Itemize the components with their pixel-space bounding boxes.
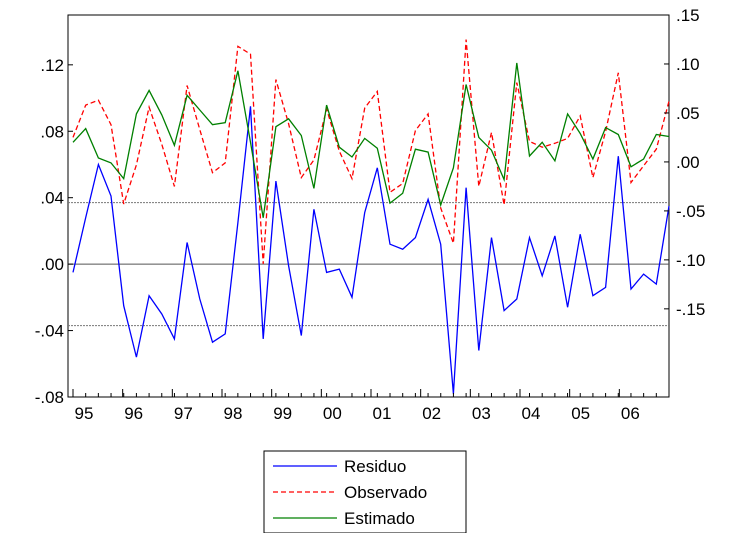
x-tick-label: 98 bbox=[224, 404, 243, 423]
left-tick-label: .08 bbox=[40, 122, 64, 141]
x-tick-label: 04 bbox=[522, 404, 541, 423]
x-tick-label: 02 bbox=[422, 404, 441, 423]
left-tick-label: .04 bbox=[40, 189, 64, 208]
x-tick-label: 99 bbox=[273, 404, 292, 423]
legend-label: Observado bbox=[344, 483, 427, 502]
left-tick-label: -.04 bbox=[35, 322, 64, 341]
right-tick-label: .05 bbox=[676, 104, 700, 123]
x-tick-label: 97 bbox=[174, 404, 193, 423]
left-tick-label: .00 bbox=[40, 255, 64, 274]
right-tick-label: -.10 bbox=[676, 251, 705, 270]
legend-label: Residuo bbox=[344, 457, 406, 476]
series-line-estimado bbox=[72, 62, 670, 218]
right-tick-label: .00 bbox=[676, 153, 700, 172]
series-line-residuo bbox=[72, 106, 670, 394]
x-tick-label: 96 bbox=[124, 404, 143, 423]
right-tick-label: -.15 bbox=[676, 300, 705, 319]
series-line-observado bbox=[72, 39, 670, 264]
left-tick-label: .12 bbox=[40, 56, 64, 75]
right-tick-label: -.05 bbox=[676, 202, 705, 221]
x-tick-label: 05 bbox=[571, 404, 590, 423]
x-tick-label: 06 bbox=[621, 404, 640, 423]
x-tick-label: 00 bbox=[323, 404, 342, 423]
left-tick-label: -.08 bbox=[35, 388, 64, 407]
right-tick-label: .10 bbox=[676, 55, 700, 74]
right-tick-label: .15 bbox=[676, 6, 700, 25]
plot-frame bbox=[67, 14, 670, 398]
legend-label: Estimado bbox=[344, 509, 415, 528]
x-tick-label: 95 bbox=[75, 404, 94, 423]
x-tick-label: 03 bbox=[472, 404, 491, 423]
x-tick-label: 01 bbox=[373, 404, 392, 423]
